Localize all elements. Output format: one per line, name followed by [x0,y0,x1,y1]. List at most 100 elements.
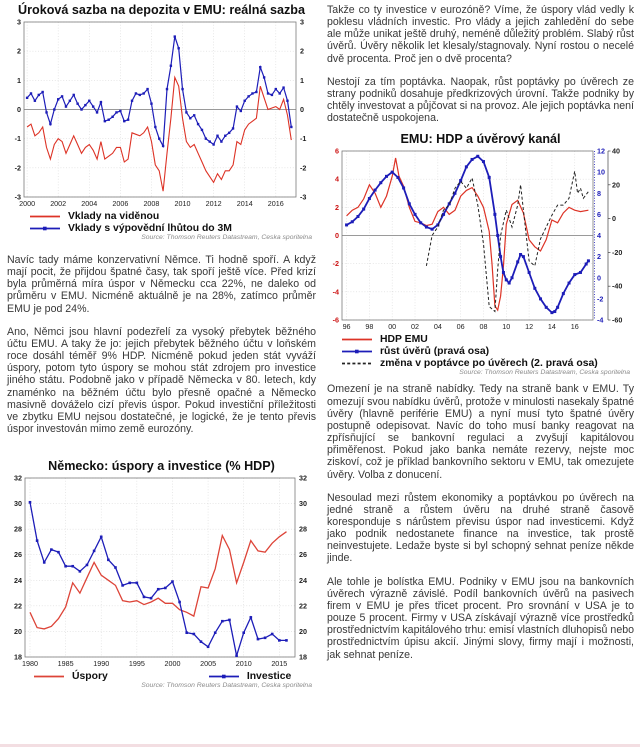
svg-text:-3: -3 [300,193,306,202]
svg-text:32: 32 [14,474,22,483]
svg-text:2000: 2000 [19,199,35,208]
svg-text:22: 22 [14,602,22,611]
svg-text:-1: -1 [15,134,21,143]
paragraph-german-surplus: Ano, Němci jsou hlavní podezřelí za vyso… [7,325,316,436]
svg-text:40: 40 [612,147,620,156]
svg-text:0: 0 [300,105,304,114]
legend-item: Vklady s výpovědní lhůtou do 3M [29,223,316,234]
svg-text:26: 26 [14,550,22,559]
legend-label: změna v poptávce po úvěrech (2. pravá os… [380,358,598,370]
svg-text:32: 32 [299,474,307,483]
chart-source: Source: Thomson Reuters Datastream, Cesk… [141,234,312,241]
svg-text:0: 0 [335,231,339,240]
svg-text:30: 30 [14,499,22,508]
svg-text:1: 1 [17,76,21,85]
svg-text:-20: -20 [612,248,622,257]
svg-text:-2: -2 [15,163,21,172]
svg-text:98: 98 [365,322,373,331]
svg-text:20: 20 [14,627,22,636]
svg-text:-3: -3 [15,193,21,202]
legend-label: růst úvěrů (pravá osa) [380,346,490,358]
paragraph-german-savers: Navíc tady máme konzervativní Němce. Ti … [7,254,316,315]
svg-text:2014: 2014 [237,199,253,208]
svg-text:00: 00 [388,322,396,331]
svg-text:30: 30 [299,499,307,508]
svg-text:12: 12 [597,147,605,156]
legend-item: Vklady na viděnou [29,211,316,222]
chart-emu-gdp-credit-block: EMU: HDP a úvěrový kanál 6 4 2 0 -2 -4 -6 12 10 8… [327,132,634,376]
svg-text:18: 18 [299,653,307,662]
legend-label: Vklady s výpovědní lhůtou do 3M [68,223,232,234]
svg-text:06: 06 [457,322,465,331]
svg-text:2004: 2004 [81,199,97,208]
legend-swatch [342,339,372,341]
chart-title-emu-deposit-rate: Úroková sazba na depozita v EMU: reálná … [18,3,305,17]
svg-text:8: 8 [597,189,601,198]
svg-text:08: 08 [479,322,487,331]
svg-text:26: 26 [299,550,307,559]
svg-text:20: 20 [612,181,620,190]
svg-text:-2: -2 [597,295,603,304]
paragraph-mismatch: Nesoulad mezi růstem ekonomiky a poptávk… [327,491,634,565]
svg-text:0: 0 [612,215,616,224]
legend-label: Vklady na viděnou [68,211,160,222]
svg-text:12: 12 [525,322,533,331]
paragraph-supply-constraint: Omezení je na straně nabídky. Tedy na st… [327,383,634,481]
legend-label: Úspory [72,671,108,683]
legend-swatch [30,215,60,218]
svg-text:96: 96 [343,322,351,331]
svg-text:24: 24 [299,576,307,585]
chart-source: Source: Thomson Reuters Datastream, Cesk… [141,682,312,690]
legend-label: HDP EMU [380,334,428,346]
svg-text:1990: 1990 [93,659,109,668]
svg-text:28: 28 [14,525,22,534]
svg-text:6: 6 [597,210,601,219]
svg-text:2: 2 [335,203,339,212]
svg-text:1985: 1985 [58,659,74,668]
svg-text:6: 6 [335,147,339,156]
svg-text:0: 0 [17,105,21,114]
svg-text:4: 4 [597,231,601,240]
svg-text:2008: 2008 [143,199,159,208]
chart-legend-emu-deposit-rate: Vklady na viděnou Vklady s výpovědní lhůt… [7,211,316,234]
svg-text:2006: 2006 [112,199,128,208]
chart-legend-germany-savings: Úspory Investice [7,671,316,682]
svg-text:22: 22 [299,602,307,611]
svg-text:2016: 2016 [268,199,284,208]
svg-text:02: 02 [411,322,419,331]
svg-text:4: 4 [335,175,339,184]
svg-text:20: 20 [299,627,307,636]
svg-text:-4: -4 [597,316,603,325]
legend-item: růst úvěrů (pravá osa) [341,346,634,357]
right-column: Takže co ty investice v eurozóně? Víme, … [327,0,634,672]
paragraph-bank-dependence: Ale tohle je bolístka EMU. Podniky v EMU… [327,575,634,661]
svg-text:-1: -1 [300,134,306,143]
svg-text:2010: 2010 [236,659,252,668]
svg-text:0: 0 [597,274,601,283]
legend-swatch [208,674,239,679]
chart-emu-deposit-rate-block: Úroková sazba na depozita v EMU: reálná … [7,3,316,241]
chart-title-germany-savings: Německo: úspory a investice (% HDP) [48,459,275,474]
svg-text:2010: 2010 [175,199,191,208]
legend-swatch [342,350,372,354]
svg-text:3: 3 [300,18,304,27]
svg-text:16: 16 [571,322,579,331]
legend-item: Úspory [33,671,108,682]
legend-item: Investice [208,671,291,682]
svg-text:2012: 2012 [206,199,222,208]
chart-title-emu-gdp-credit: EMU: HDP a úvěrový kanál [400,132,561,147]
svg-text:-60: -60 [612,316,622,325]
legend-swatch [342,363,372,365]
svg-text:2005: 2005 [200,659,216,668]
paragraph-investment-eurozone: Takže co ty investice v eurozóně? Víme, … [327,4,634,65]
legend-item: HDP EMU [341,334,634,345]
chart-legend-emu-gdp-credit: HDP EMU růst úvěrů (pravá osa) změna v pop… [327,334,634,369]
svg-text:10: 10 [502,322,510,331]
svg-text:1980: 1980 [22,659,38,668]
paragraph-credit-demand: Nestojí za tím poptávka. Naopak, růst po… [327,75,634,125]
legend-item: změna v poptávce po úvěrech (2. pravá os… [341,358,634,369]
svg-text:2: 2 [300,47,304,56]
svg-text:2: 2 [17,47,21,56]
